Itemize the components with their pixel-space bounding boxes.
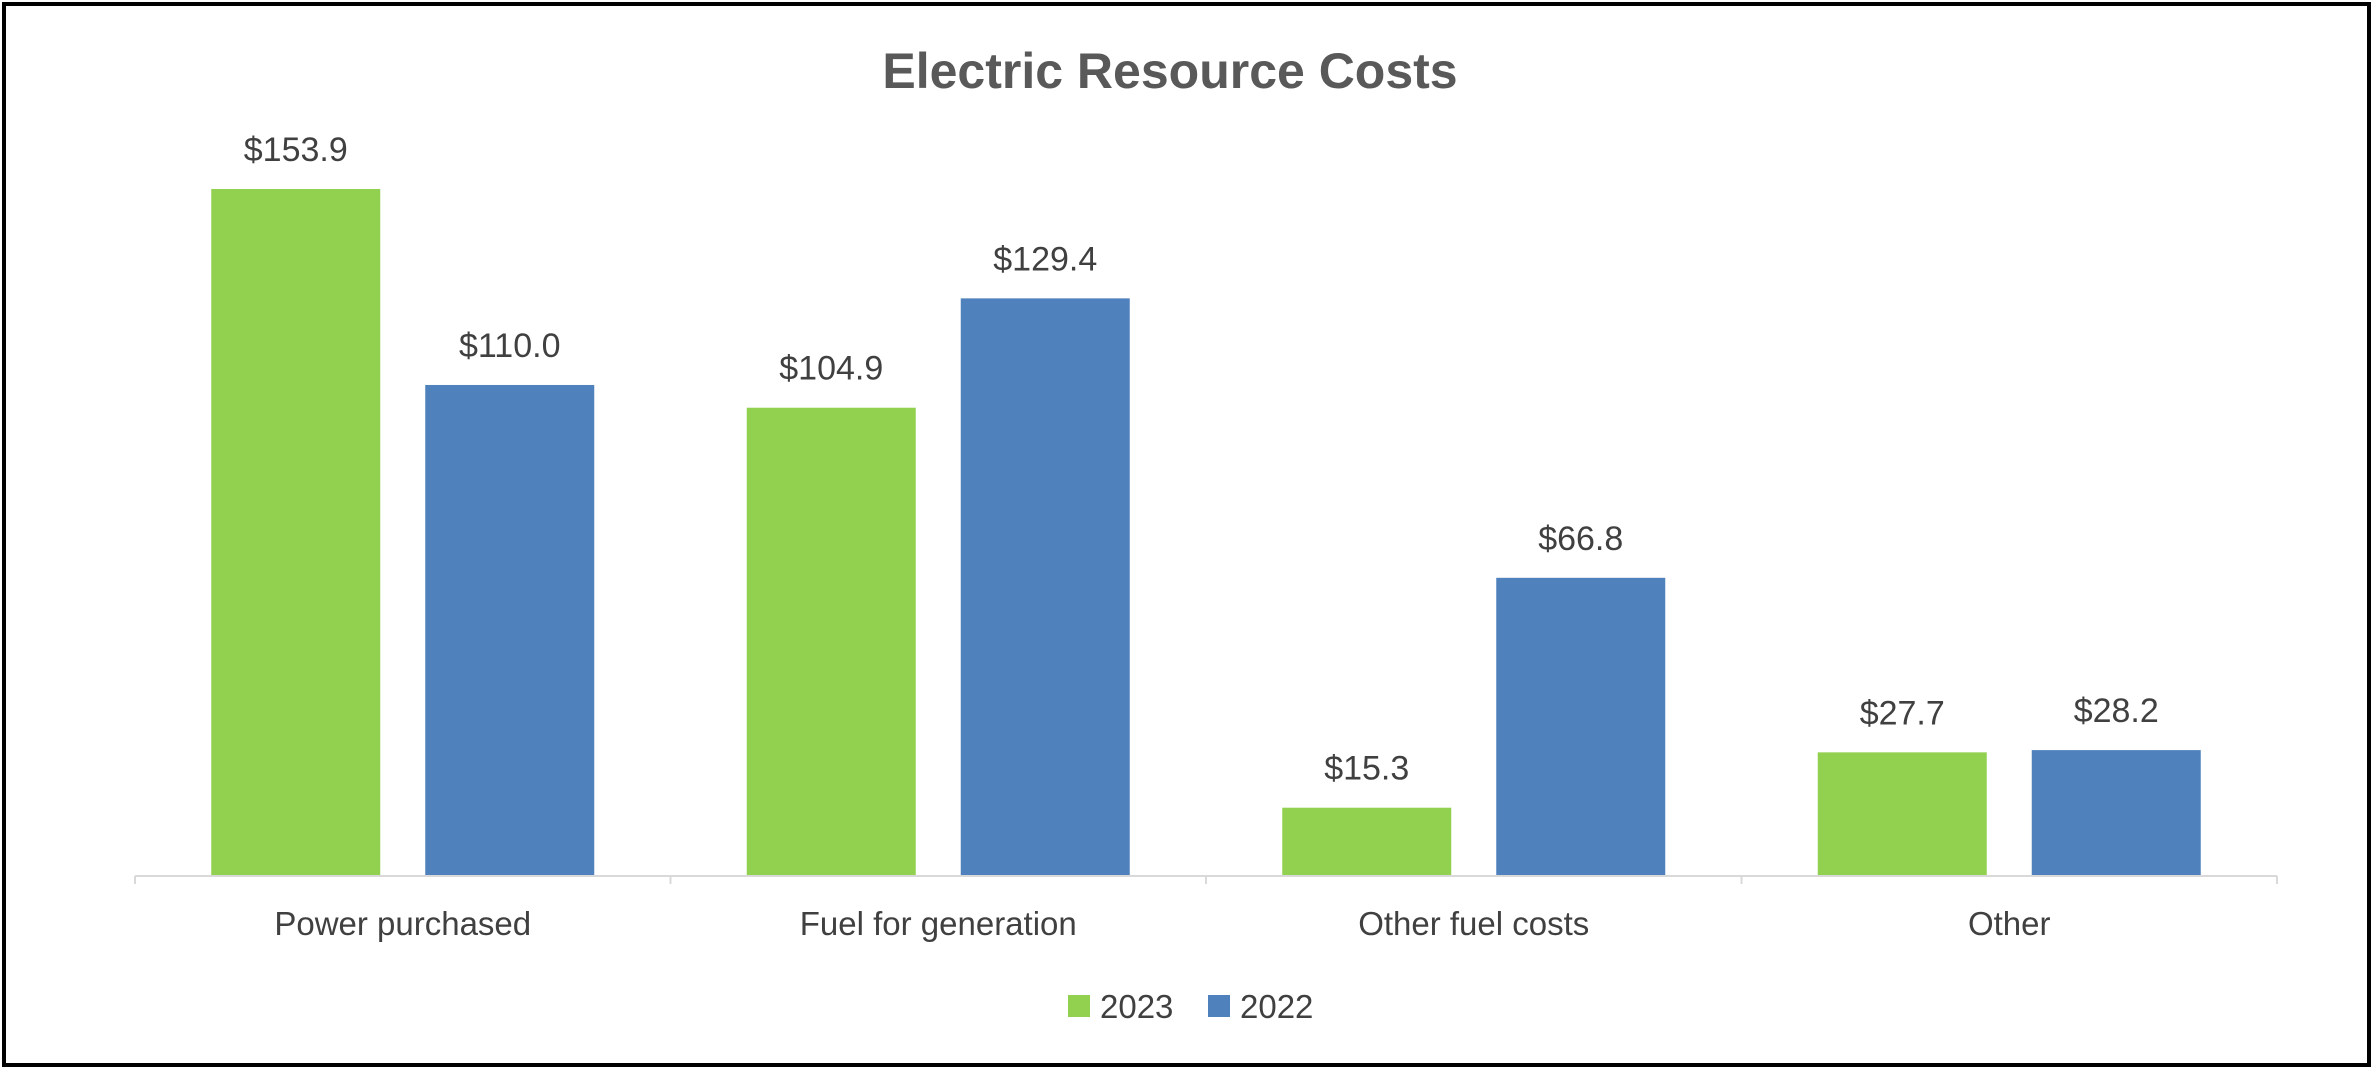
legend-swatch xyxy=(1208,995,1230,1017)
chart-title: Electric Resource Costs xyxy=(882,43,1457,99)
legend-label: 2023 xyxy=(1100,988,1173,1025)
data-label: $104.9 xyxy=(779,350,883,388)
bar-2022-fuel-for-generation[interactable] xyxy=(960,298,1130,877)
x-axis xyxy=(134,875,2278,884)
bar-2022-power-purchased[interactable] xyxy=(425,384,595,876)
category-labels: Power purchased Fuel for generation Other … xyxy=(274,905,2050,942)
category-label: Power purchased xyxy=(274,905,531,942)
data-label: $110.0 xyxy=(459,327,560,365)
bar-2022-other[interactable] xyxy=(2031,750,2201,876)
bar-2023-fuel-for-generation[interactable] xyxy=(746,407,916,876)
data-label: $66.8 xyxy=(1538,520,1623,558)
bar-2023-power-purchased[interactable] xyxy=(211,189,381,876)
bars-layer xyxy=(211,189,2201,877)
data-label: $153.9 xyxy=(244,131,348,169)
category-label: Fuel for generation xyxy=(800,905,1077,942)
category-label: Other fuel costs xyxy=(1358,905,1589,942)
legend-item-2022[interactable]: 2022 xyxy=(1208,988,1313,1025)
data-labels: $153.9 $110.0 $104.9 $129.4 $15.3 $66.8 $27.7 $… xyxy=(244,131,2159,788)
data-label: $28.2 xyxy=(2074,692,2159,730)
data-label: $27.7 xyxy=(1860,694,1945,732)
legend-swatch xyxy=(1068,995,1090,1017)
legend[interactable]: 2023 2022 xyxy=(1068,988,1313,1025)
data-label: $129.4 xyxy=(993,240,1097,278)
bar-2023-other-fuel-costs[interactable] xyxy=(1282,807,1452,876)
bar-2022-other-fuel-costs[interactable] xyxy=(1496,577,1666,876)
legend-item-2023[interactable]: 2023 xyxy=(1068,988,1173,1025)
bar-2023-other[interactable] xyxy=(1817,752,1987,876)
data-label: $15.3 xyxy=(1324,750,1409,788)
legend-label: 2022 xyxy=(1240,988,1313,1025)
category-label: Other xyxy=(1968,905,2051,942)
